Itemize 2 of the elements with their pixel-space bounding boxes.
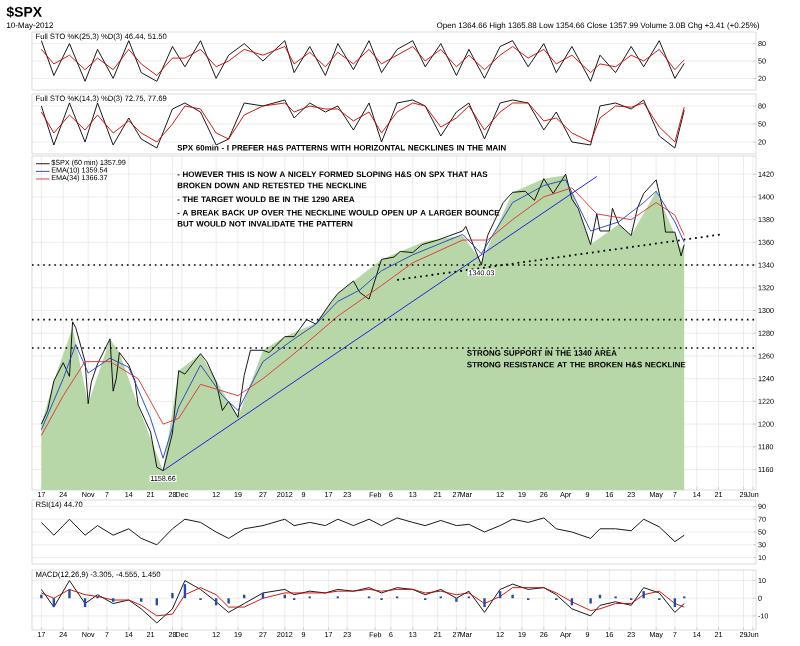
line-series [40,517,685,546]
line-series [40,580,685,624]
